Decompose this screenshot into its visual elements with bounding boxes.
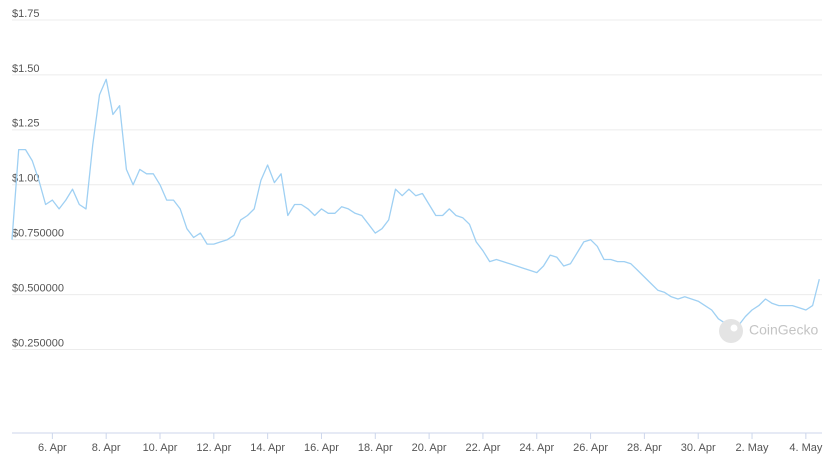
x-tick-label: 26. Apr: [573, 442, 608, 454]
x-tick-label: 24. Apr: [519, 442, 554, 454]
watermark-logo-eye: [730, 324, 738, 332]
x-tick-label: 22. Apr: [466, 442, 501, 454]
x-tick-label: 12. Apr: [196, 442, 231, 454]
y-tick-label: $1.25: [12, 118, 40, 130]
y-tick-label: $0.250000: [12, 337, 64, 349]
price-line: [11, 78, 820, 327]
x-tick-label: 20. Apr: [412, 442, 447, 454]
x-tick-label: 18. Apr: [358, 442, 393, 454]
x-tick-label: 4. May: [789, 442, 823, 454]
x-tick-label: 8. Apr: [92, 442, 121, 454]
y-tick-label: $0.500000: [12, 283, 64, 295]
x-tick-label: 30. Apr: [681, 442, 716, 454]
x-tick-label: 14. Apr: [250, 442, 285, 454]
x-tick-label: 16. Apr: [304, 442, 339, 454]
y-tick-label: $1.00: [12, 173, 40, 185]
y-tick-label: $1.50: [12, 63, 40, 75]
plot: $0.250000 $0.500000 $0.750000 $1.00 $1.25 $1.…: [11, 8, 823, 454]
x-tick-label: 2. May: [736, 442, 770, 454]
x-tick-label: 10. Apr: [143, 442, 178, 454]
x-tick-label: 6. Apr: [38, 442, 67, 454]
y-tick-label: $1.75: [12, 8, 40, 20]
watermark: CoinGecko: [719, 319, 818, 343]
y-tick-label: $0.750000: [12, 228, 64, 240]
watermark-text: CoinGecko: [749, 322, 818, 338]
watermark-logo: [719, 319, 743, 343]
x-tick-label: 28. Apr: [627, 442, 662, 454]
